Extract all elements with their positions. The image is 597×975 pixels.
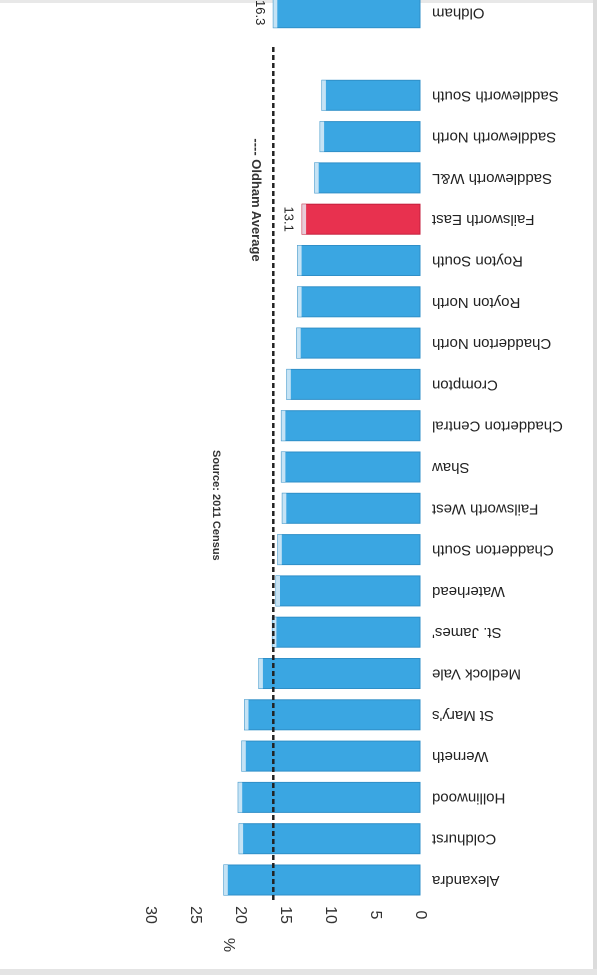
category-label: St Mary's [432,707,494,724]
bar-edge [320,121,325,152]
bar-edge [238,782,243,813]
bar [301,203,421,235]
category-label: Saddleworth North [432,129,556,146]
bar [277,534,421,566]
bar [223,864,421,896]
category-label: Oldham [432,5,485,22]
bar [297,286,421,318]
bar-edge [286,369,291,400]
bar [314,162,421,194]
bar-edge [302,204,307,235]
category-label: Chadderton North [432,335,551,352]
bar [321,79,421,111]
bar-edge [297,286,302,317]
data-label: 13.1 [282,207,297,232]
data-label: 16.3 [253,0,268,25]
bar-edge [296,328,301,359]
category-label: Alexandra [431,872,499,889]
bar [297,245,421,276]
category-label: Waterhead [432,583,505,600]
category-label: Failsworth East [431,211,534,228]
bar [281,492,421,524]
category-label: St. James' [432,624,502,641]
y-tick-label: 15 [277,906,294,924]
bar-edge [223,865,228,895]
category-label: Saddleworth South [432,87,559,104]
category-label: Failsworth West [431,500,538,517]
y-tick-label: 10 [322,906,339,924]
category-label: Royton North [432,294,520,311]
bar-edge [276,575,280,606]
bar [271,616,421,648]
bar [241,740,421,772]
chart-layer: 0 5 10 15 20 25 30% Alexandra Coldhurst Hollinwoo… [142,0,563,952]
bar [275,575,421,607]
bar-edge [281,410,286,441]
category-label: Werneth [432,748,488,765]
category-label: Saddleworth W&L [432,170,552,187]
bar-edge [297,245,302,276]
y-tick-label: 0 [412,911,429,920]
bar-edge [321,80,326,111]
bar [258,658,421,689]
y-tick-label: 5 [367,911,384,920]
bar-edge [281,452,286,482]
bar [296,327,421,359]
page-edge-right [593,0,597,975]
bar-edge [239,823,244,854]
bar [244,699,421,731]
bar-edge [273,0,278,28]
y-tick-label: 25 [187,906,204,924]
bar-edge [314,162,319,193]
bar [280,451,421,483]
category-label: Chadderton Central [432,418,563,435]
y-tick-label: 30 [142,906,159,924]
bar [286,368,421,400]
bar-edge [282,493,287,524]
category-label: Royton South [432,253,523,270]
bar [238,823,421,855]
bar [272,0,421,29]
bar-edge [258,658,263,689]
source-note: Source: 2011 Census [210,450,222,561]
category-label: Shaw [432,459,470,476]
category-label: Crompton [432,376,498,393]
average-label: ---- Oldham Average [249,138,264,261]
category-label: Coldhurst [431,831,496,848]
bar-edge [241,741,246,772]
category-label: Chadderton South [432,542,554,559]
page-edge-bottom [0,969,597,975]
bar-edge [244,699,249,730]
bar [319,121,421,153]
y-axis-label: % [220,938,237,952]
category-label: Hollinwood [432,789,505,806]
bar [237,781,421,813]
y-tick-label: 20 [232,906,249,924]
bar-edge [277,534,282,565]
category-label: Medlock Vale [432,666,521,683]
bar [280,410,421,442]
